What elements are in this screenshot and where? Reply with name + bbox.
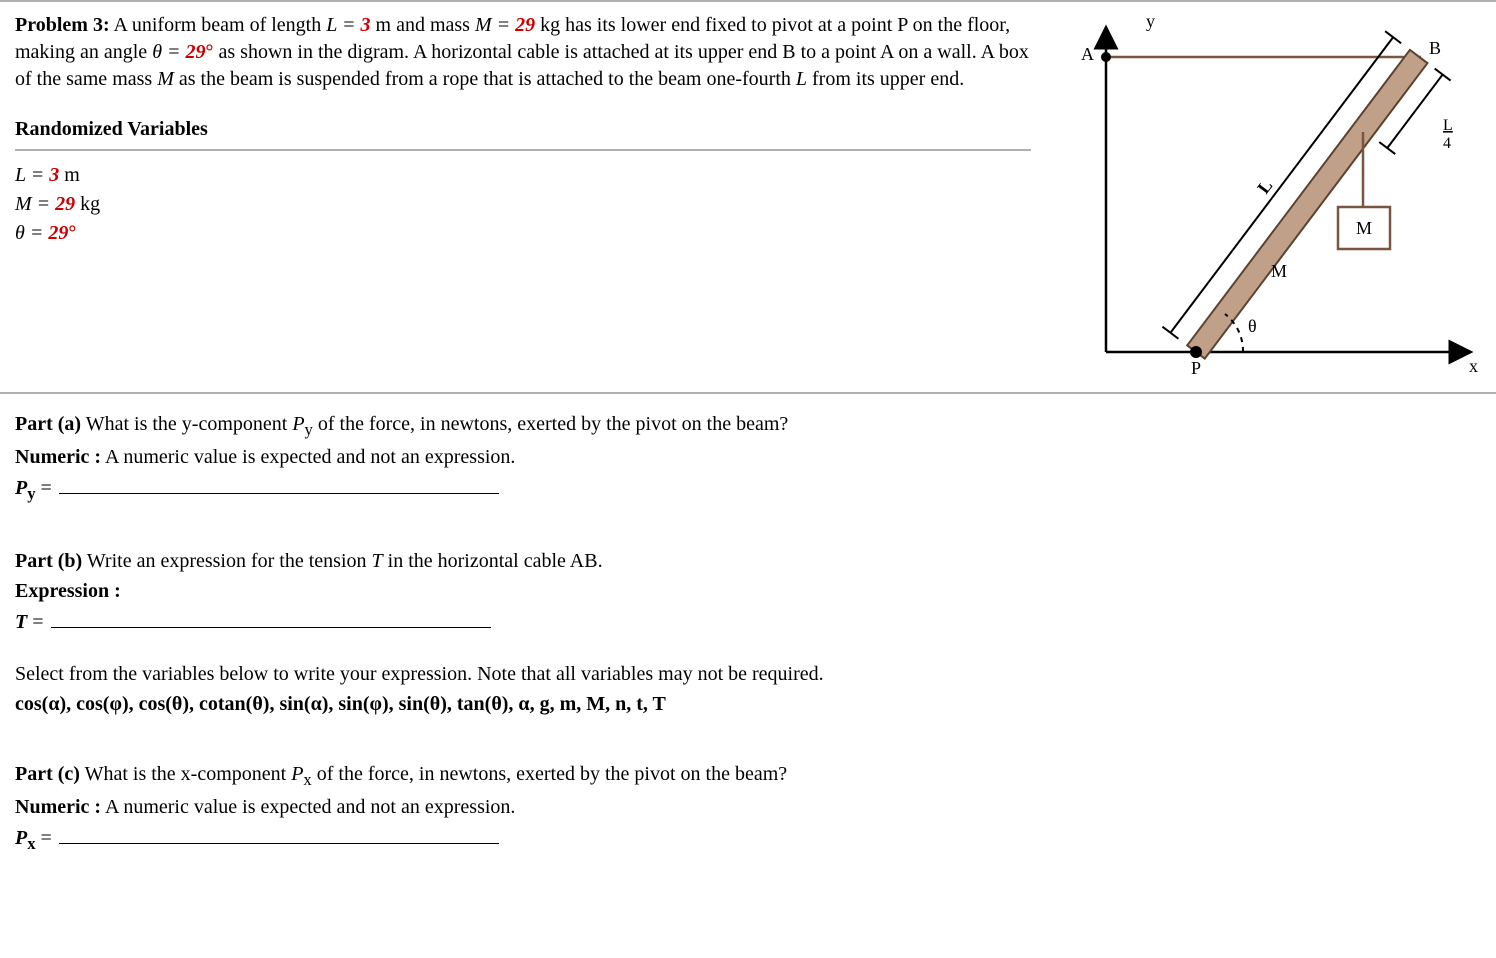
pc-q2: of the force, in newtons, exerted by the…: [312, 763, 787, 785]
problem-text-column: Problem 3: A uniform beam of length L = …: [15, 12, 1031, 382]
pa-sym: P: [292, 413, 304, 435]
pa-q1: What is the y-component: [81, 413, 292, 435]
pa-ans-pre: P: [15, 477, 27, 499]
pc-type-label: Numeric :: [15, 796, 101, 818]
pc-type-text: A numeric value is expected and not an e…: [101, 796, 515, 818]
problem-t4: from its upper end.: [807, 68, 964, 90]
part-b-label: Part (b): [15, 550, 82, 572]
pa-type-text: A numeric value is expected and not an e…: [101, 446, 515, 468]
L-eq: L =: [326, 14, 360, 36]
pa-sub: y: [305, 420, 313, 439]
pa-type-label: Numeric :: [15, 446, 101, 468]
dim-l4-tick2: [1435, 69, 1451, 81]
pc-sym: P: [291, 763, 303, 785]
label-l4-top: L: [1443, 117, 1453, 134]
rand-vars-list: L = 3 m M = 29 kg θ = 29°: [15, 161, 1031, 248]
beam-group: [1187, 50, 1427, 359]
M-eq: M =: [475, 14, 515, 36]
label-l-beam: L: [1253, 176, 1276, 198]
rv3-pre: θ =: [15, 222, 48, 244]
part-c: Part (c) What is the x-component Px of t…: [15, 759, 1481, 856]
pa-ans-eq: =: [36, 477, 57, 499]
dim-l-line: [1170, 37, 1393, 332]
label-m-box: M: [1356, 218, 1372, 238]
rv3-val: 29: [48, 222, 68, 244]
label-p: P: [1191, 358, 1201, 378]
part-a-answer: Py =: [15, 472, 1481, 506]
rand-vars-heading: Randomized Variables: [15, 118, 1031, 151]
pc-q1: What is the x-component: [80, 763, 291, 785]
problem-statement: Problem 3: A uniform beam of length L = …: [15, 12, 1031, 93]
pc-ans-sub: x: [27, 834, 35, 853]
part-b-answer: T =: [15, 606, 1481, 637]
rv-line-3: θ = 29°: [15, 219, 1031, 248]
part-a-label: Part (a): [15, 413, 81, 435]
part-b-question: Part (b) Write an expression for the ten…: [15, 546, 1481, 576]
rv1-pre: L =: [15, 164, 49, 186]
pb-sym: T: [372, 550, 383, 572]
pb-answer-input[interactable]: [51, 606, 491, 628]
rv-line-1: L = 3 m: [15, 161, 1031, 190]
rv2-unit: kg: [75, 193, 100, 215]
L-val: 3: [361, 14, 371, 36]
theta-val: 29: [186, 41, 206, 63]
M-val: 29: [515, 14, 535, 36]
point-a-dot: [1101, 52, 1111, 62]
pb-select-text: Select from the variables below to write…: [15, 659, 1481, 689]
pc-ans-pre: P: [15, 827, 27, 849]
part-c-type: Numeric : A numeric value is expected an…: [15, 792, 1481, 822]
part-c-label: Part (c): [15, 763, 80, 785]
problem-section: Problem 3: A uniform beam of length L = …: [0, 0, 1496, 394]
label-theta: θ: [1248, 316, 1257, 336]
parts-section: Part (a) What is the y-component Py of t…: [0, 394, 1496, 876]
theta-deg: °: [206, 41, 214, 63]
problem-t3: as the beam is suspended from a rope tha…: [174, 68, 796, 90]
rv-line-2: M = 29 kg: [15, 190, 1031, 219]
part-a-type: Numeric : A numeric value is expected an…: [15, 442, 1481, 472]
label-a: A: [1081, 44, 1094, 64]
problem-label: Problem 3:: [15, 14, 110, 36]
pb-type-label: Expression :: [15, 580, 121, 602]
dim-l-tick1: [1162, 327, 1178, 339]
problem-t1: A uniform beam of length: [110, 14, 327, 36]
part-c-question: Part (c) What is the x-component Px of t…: [15, 759, 1481, 792]
rv2-val: 29: [55, 193, 75, 215]
pc-ans-eq: =: [36, 827, 57, 849]
pc-answer-input[interactable]: [59, 822, 499, 844]
theta-eq: θ =: [152, 41, 185, 63]
rv1-val: 3: [49, 164, 59, 186]
pa-ans-sub: y: [27, 484, 35, 503]
pc-sub: x: [303, 770, 311, 789]
dim-l-tick2: [1385, 31, 1401, 43]
label-m-mid: M: [1271, 261, 1287, 281]
pa-answer-input[interactable]: [59, 472, 499, 494]
label-x: x: [1469, 356, 1478, 376]
label-l4-bot: 4: [1443, 135, 1451, 152]
part-b: Part (b) Write an expression for the ten…: [15, 546, 1481, 719]
rv3-deg: °: [68, 222, 76, 244]
rv2-pre: M =: [15, 193, 55, 215]
pivot-dot: [1190, 346, 1202, 358]
L-sym: L: [796, 68, 807, 90]
part-a: Part (a) What is the y-component Py of t…: [15, 409, 1481, 506]
M-sym: M: [157, 68, 174, 90]
diagram-svg: y x A B P θ M M L L 4: [1051, 12, 1481, 382]
pb-ans-pre: T: [15, 611, 27, 633]
beam: [1187, 50, 1427, 359]
diagram: y x A B P θ M M L L 4: [1051, 12, 1481, 382]
page-container: Problem 3: A uniform beam of length L = …: [0, 0, 1496, 876]
label-b: B: [1429, 38, 1441, 58]
pb-q1: Write an expression for the tension: [82, 550, 371, 572]
pa-q2: of the force, in newtons, exerted by the…: [313, 413, 788, 435]
dim-l4-tick1: [1379, 142, 1395, 154]
part-c-answer: Px =: [15, 822, 1481, 856]
part-b-type: Expression :: [15, 576, 1481, 606]
L-unit: m and mass: [371, 14, 475, 36]
rv1-unit: m: [59, 164, 80, 186]
pb-ans-eq: =: [27, 611, 48, 633]
label-y: y: [1146, 12, 1155, 31]
pb-q2: in the horizontal cable AB.: [383, 550, 603, 572]
pb-varlist: cos(α), cos(φ), cos(θ), cotan(θ), sin(α)…: [15, 689, 1481, 719]
part-a-question: Part (a) What is the y-component Py of t…: [15, 409, 1481, 442]
